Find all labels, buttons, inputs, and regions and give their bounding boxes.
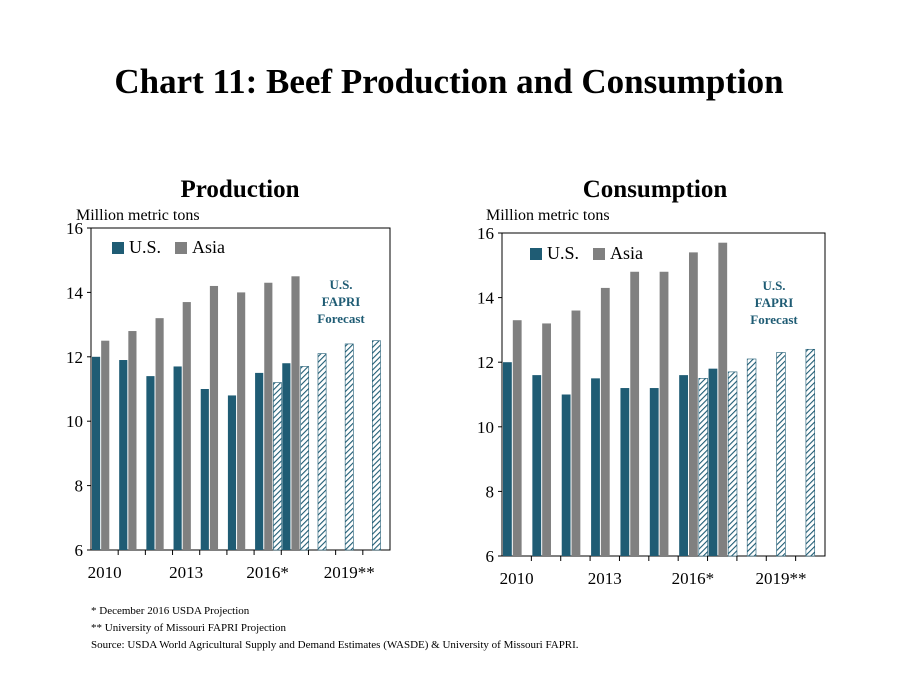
bar-us-2010: [92, 356, 101, 550]
bar-asia-2017: [291, 276, 300, 550]
y-tick-label: 10: [66, 412, 83, 431]
bar-us-2015: [649, 388, 659, 556]
bar-asia-2015: [659, 271, 669, 556]
x-tick-label: 2019**: [324, 563, 375, 582]
bar-us-2012: [561, 394, 571, 556]
footnote-usda: * December 2016 USDA Projection: [91, 605, 250, 617]
y-tick-label: 12: [66, 348, 83, 367]
y-tick-label: 6: [75, 541, 84, 560]
bar-us-2014: [200, 389, 209, 550]
legend-asia-swatch: [175, 241, 188, 254]
bar-us-2013: [591, 378, 600, 556]
legend-us-label: U.S.: [547, 243, 580, 263]
bar-asia-2016: [264, 282, 273, 550]
forecast-note-line: U.S.: [762, 278, 786, 293]
bar-us-2016: [679, 375, 688, 556]
legend-us-label: U.S.: [129, 237, 162, 257]
x-tick-label: 2010: [500, 569, 534, 588]
bar-forecast-2018: [317, 353, 327, 551]
bar-asia-2011: [542, 323, 551, 556]
y-tick-label: 10: [477, 418, 494, 437]
consumption-forecast-note: U.S. FAPRI Forecast: [739, 277, 809, 328]
y-tick-label: 16: [477, 224, 494, 243]
bar-us-2010: [503, 362, 512, 556]
bar-forecast-2019: [344, 343, 354, 551]
legend-us-swatch: [530, 247, 542, 260]
x-tick-label: 2013: [169, 563, 203, 582]
bar-asia-2017: [718, 242, 728, 556]
bar-asia-2013: [600, 287, 610, 556]
bar-asia-2014: [209, 285, 219, 550]
bar-asia-2013: [182, 302, 191, 550]
consumption-chart: 6 8 10 12 14 16 2010 2013 2016* 2019**: [477, 224, 826, 588]
bar-forecast-2018: [746, 358, 757, 557]
bar-forecast-2016: [698, 378, 708, 557]
bar-asia-2014: [630, 271, 640, 556]
bar-us-2017: [282, 363, 291, 550]
bar-us-2016: [255, 372, 264, 550]
consumption-panel: Consumption Million metric tons 6 8 10 12 14…: [455, 170, 855, 595]
footnote-source: Source: USDA World Agricultural Supply a…: [91, 639, 579, 651]
legend-asia-label: Asia: [610, 243, 644, 263]
y-tick-label: 12: [477, 353, 494, 372]
production-title: Production: [180, 176, 300, 203]
forecast-note-line: Forecast: [317, 311, 365, 326]
x-tick-label: 2016*: [246, 563, 289, 582]
x-tick-label: 2016*: [672, 569, 715, 588]
production-chart: 6 8 10 12 14 16 2010 2013 2016* 2019**: [66, 219, 391, 582]
bar-asia-2010: [512, 320, 522, 556]
bar-us-2017: [708, 368, 718, 556]
bar-asia-2010: [101, 340, 110, 550]
y-tick-label: 14: [66, 283, 84, 302]
legend-asia-swatch: [593, 247, 606, 260]
bar-asia-2015: [237, 292, 246, 550]
bar-forecast-2017: [300, 366, 310, 551]
y-tick-label: 8: [75, 477, 84, 496]
y-tick-label: 6: [486, 547, 495, 566]
bar-us-2012: [146, 376, 155, 550]
bar-us-2011: [532, 375, 542, 556]
footnotes: * December 2016 USDA Projection ** Unive…: [91, 603, 579, 654]
bar-forecast-2019: [776, 352, 786, 557]
y-tick-label: 14: [477, 289, 495, 308]
production-unit-label: Million metric tons: [76, 207, 200, 224]
forecast-note-line: FAPRI: [754, 295, 794, 310]
consumption-unit-label: Million metric tons: [486, 207, 610, 224]
x-tick-label: 2013: [588, 569, 622, 588]
y-tick-label: 8: [486, 482, 495, 501]
x-tick-label: 2019**: [755, 569, 806, 588]
main-title: Chart 11: Beef Production and Consumptio…: [114, 62, 784, 101]
bar-asia-2012: [155, 318, 164, 550]
bar-forecast-2020: [372, 340, 381, 551]
forecast-note-line: FAPRI: [321, 294, 361, 309]
bar-us-2015: [227, 395, 237, 550]
forecast-note-line: U.S.: [329, 277, 353, 292]
legend-asia-label: Asia: [192, 237, 226, 257]
production-legend: U.S. Asia: [112, 237, 239, 258]
consumption-legend: U.S. Asia: [530, 243, 657, 264]
legend-us-swatch: [112, 241, 124, 254]
bar-us-2013: [173, 366, 182, 550]
bar-asia-2012: [571, 310, 581, 556]
bar-us-2014: [620, 388, 630, 556]
bar-us-2011: [119, 360, 128, 550]
forecast-note-line: Forecast: [750, 312, 798, 327]
footnote-fapri: ** University of Missouri FAPRI Projecti…: [91, 622, 287, 634]
x-tick-label: 2010: [88, 563, 122, 582]
consumption-title: Consumption: [582, 176, 728, 203]
bar-forecast-2020: [805, 348, 816, 557]
bar-forecast-2017: [727, 371, 738, 557]
bar-asia-2016: [688, 252, 698, 556]
production-panel: Production Million metric tons 6 8 10 12 14 1…: [40, 170, 440, 590]
bar-asia-2011: [128, 331, 137, 550]
y-tick-label: 16: [66, 219, 83, 238]
bar-forecast-2016: [273, 382, 282, 551]
production-forecast-note: U.S. FAPRI Forecast: [306, 276, 376, 327]
